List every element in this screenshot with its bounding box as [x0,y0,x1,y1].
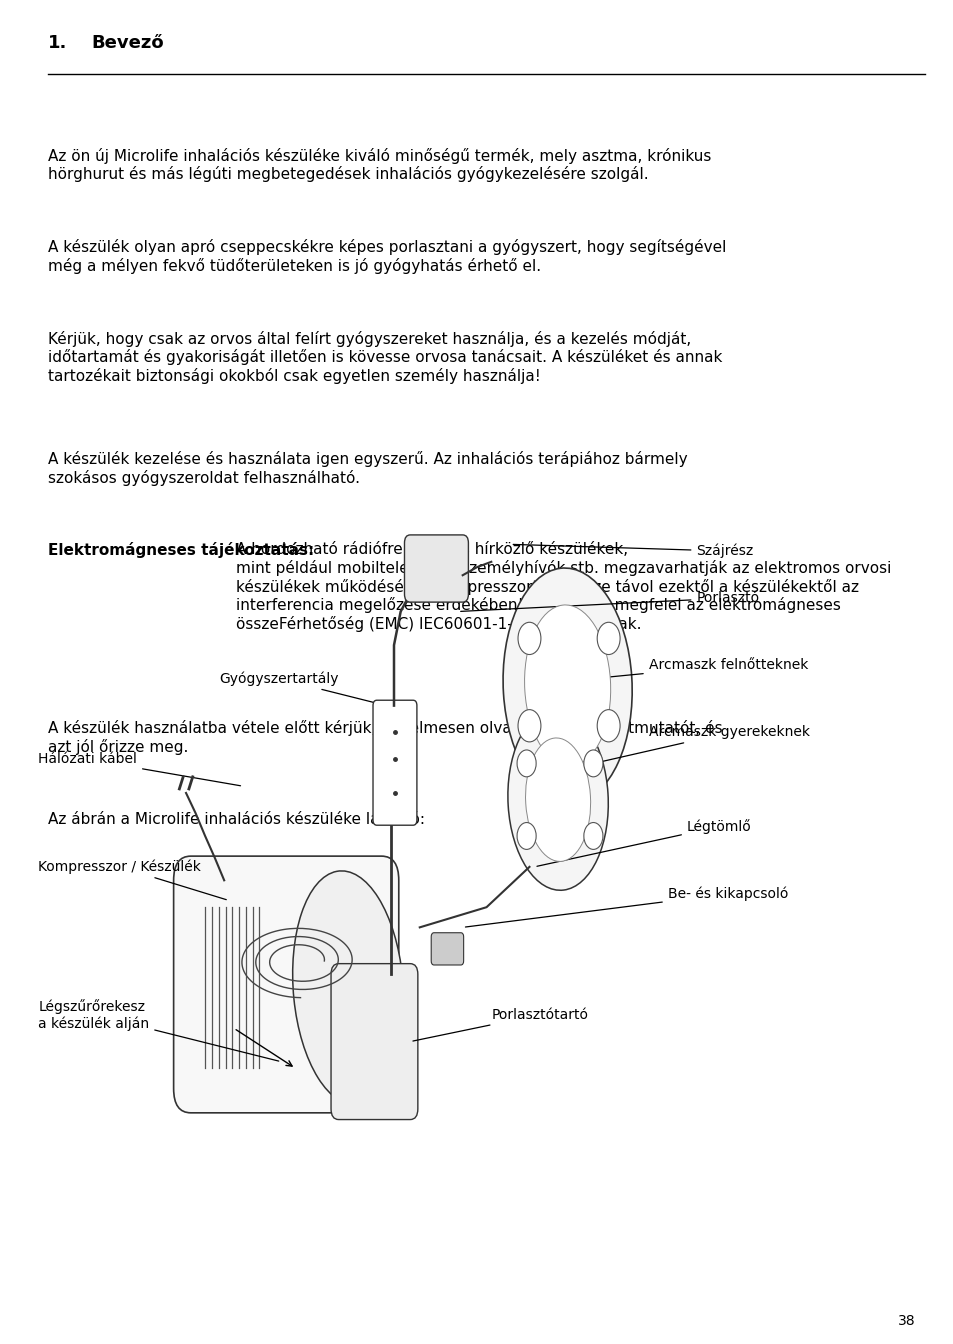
Text: Légtömlő: Légtömlő [537,818,751,867]
Circle shape [583,750,602,777]
Text: 1.: 1. [48,34,67,51]
Text: Légszűrőrekesz
a készülék alján: Légszűrőrekesz a készülék alján [38,999,278,1060]
Ellipse shape [525,738,590,862]
Ellipse shape [524,605,610,766]
Text: Szájrész: Szájrész [513,544,753,558]
Text: A készülék kezelése és használata igen egyszerű. Az inhalációs terápiához bármel: A készülék kezelése és használata igen e… [48,452,686,485]
Text: Hálózati kábel: Hálózati kábel [38,753,240,786]
Text: Elektromágneses tájékoztatás:: Elektromágneses tájékoztatás: [48,543,314,558]
Text: Az ön új Microlife inhalációs készüléke kiváló minőségű termék, mely asztma, kró: Az ön új Microlife inhalációs készüléke … [48,148,710,183]
Ellipse shape [502,569,632,802]
Ellipse shape [507,710,608,890]
Circle shape [517,750,536,777]
FancyBboxPatch shape [331,964,417,1120]
FancyBboxPatch shape [404,535,468,602]
Text: Arcmaszk gyerekeknek: Arcmaszk gyerekeknek [584,726,809,766]
Text: Porlasztó: Porlasztó [460,591,759,612]
Text: Bevező: Bevező [91,34,164,51]
Text: Arcmaszk felnőtteknek: Arcmaszk felnőtteknek [594,659,807,679]
Text: Az ábrán a Microlife inhalációs készüléke látható:: Az ábrán a Microlife inhalációs készülék… [48,812,424,827]
Circle shape [517,710,540,742]
Text: Kérjük, hogy csak az orvos által felírt gyógyszereket használja, és a kezelés mó: Kérjük, hogy csak az orvos által felírt … [48,331,721,384]
Text: A készülék olyan apró cseppecskékre képes porlasztani a gyógyszert, hogy segítsé: A készülék olyan apró cseppecskékre képe… [48,239,725,274]
FancyBboxPatch shape [173,856,398,1113]
Ellipse shape [293,871,403,1105]
Text: Kompresszor / Készülék: Kompresszor / Készülék [38,860,226,899]
Circle shape [583,823,602,849]
FancyBboxPatch shape [373,700,416,825]
Text: A hordozható rádiófrekvenciás hírközlő készülékek,
mint például mobiltelefonok, : A hordozható rádiófrekvenciás hírközlő k… [235,543,890,632]
Text: A készülék használatba vétele előtt kérjük, figyelmesen olvassa át a jelen útmut: A készülék használatba vétele előtt kérj… [48,720,721,755]
Circle shape [597,622,619,655]
Circle shape [517,622,540,655]
FancyBboxPatch shape [431,933,463,965]
Text: Porlasztótartó: Porlasztótartó [413,1008,588,1042]
Text: Be- és kikapcsoló: Be- és kikapcsoló [465,887,787,927]
Circle shape [517,823,536,849]
Text: 38: 38 [898,1314,915,1328]
Circle shape [597,710,619,742]
Text: Gyógyszertartály: Gyógyszertartály [219,672,383,704]
